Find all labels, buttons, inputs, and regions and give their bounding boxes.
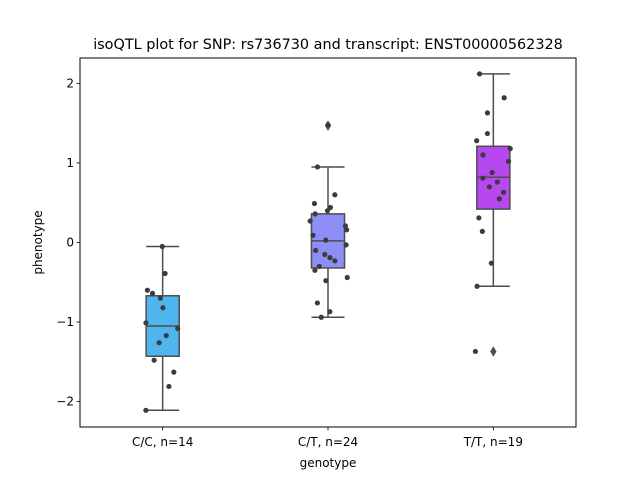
x-tick-label: C/T, n=24 (298, 435, 358, 449)
x-axis-label: genotype (300, 456, 357, 470)
data-point (323, 237, 329, 243)
data-point (171, 369, 177, 375)
data-point (501, 95, 507, 101)
y-axis-label: phenotype (31, 210, 45, 274)
data-point (323, 278, 329, 284)
data-point (486, 184, 493, 190)
data-point (166, 383, 172, 390)
data-point (314, 300, 320, 306)
data-point (307, 218, 313, 224)
data-point (484, 130, 490, 137)
data-point (480, 175, 486, 181)
data-point (476, 71, 483, 77)
data-point (332, 258, 338, 264)
data-point (327, 255, 333, 261)
data-point (476, 215, 482, 221)
data-point (175, 325, 181, 331)
data-point (160, 305, 166, 311)
data-point (479, 228, 485, 234)
plot-area: −2 −1 0 1 2 C/C, n=14 C/T, n=24 T/T, n=19 (56, 71, 523, 449)
data-point (310, 232, 316, 238)
data-point (484, 110, 491, 116)
data-point (507, 146, 513, 152)
data-point (322, 251, 328, 258)
data-point (472, 348, 478, 355)
data-point (162, 270, 168, 277)
data-point (344, 227, 350, 233)
data-point (313, 247, 319, 254)
x-tick-label: C/C, n=14 (132, 435, 193, 449)
data-point (494, 179, 501, 185)
data-point (480, 152, 486, 158)
data-point (342, 223, 349, 229)
data-point (156, 340, 162, 346)
data-point (149, 290, 156, 296)
data-point (474, 283, 480, 289)
data-point (501, 189, 507, 195)
data-point (312, 267, 318, 273)
y-tick-label: 0 (66, 236, 74, 250)
y-tick-label: −1 (56, 315, 74, 329)
axes-frame (79, 57, 577, 428)
x-tick-label: T/T, n=19 (463, 435, 523, 449)
data-point (325, 122, 331, 128)
data-point (312, 211, 318, 217)
outlier-marker (490, 346, 497, 357)
y-tick-label: 2 (66, 76, 74, 90)
data-point (332, 192, 338, 198)
chart-title: isoQTL plot for SNP: rs736730 and transc… (93, 37, 563, 53)
data-point (488, 260, 494, 266)
data-point (344, 274, 350, 281)
data-point (343, 242, 349, 248)
data-point (163, 332, 169, 339)
data-point (143, 320, 149, 326)
data-point (496, 196, 502, 202)
data-point (327, 309, 333, 315)
y-tick-label: −2 (56, 395, 74, 409)
data-point (318, 314, 324, 320)
data-point (311, 200, 318, 207)
data-point (316, 263, 322, 269)
data-point (324, 208, 331, 214)
data-point (151, 357, 157, 363)
data-point (159, 243, 165, 250)
data-point (474, 138, 480, 144)
data-point (157, 295, 164, 301)
data-point (314, 164, 321, 170)
data-point (143, 407, 149, 413)
data-point (489, 169, 495, 176)
y-tick-label: 1 (66, 156, 74, 170)
data-point (505, 158, 512, 164)
data-point (144, 287, 151, 293)
